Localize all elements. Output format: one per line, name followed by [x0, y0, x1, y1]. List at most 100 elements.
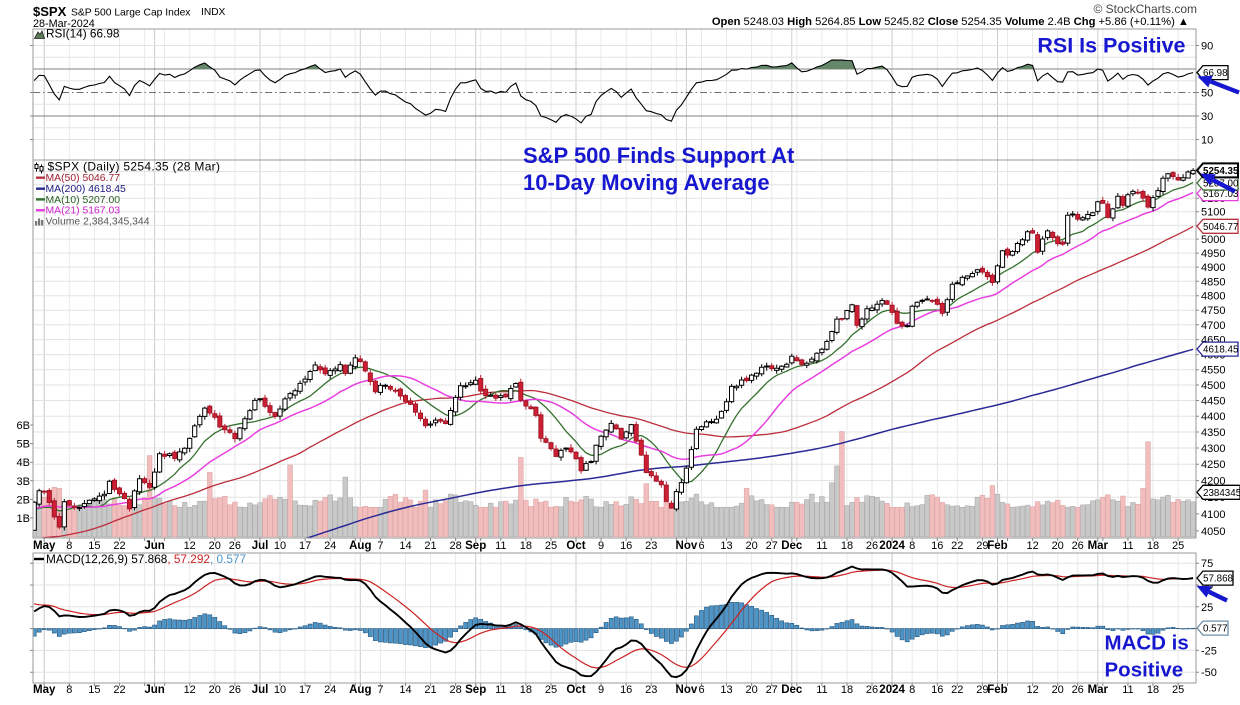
svg-text:Jun: Jun [144, 540, 164, 552]
svg-text:12: 12 [1026, 540, 1038, 552]
svg-text:5000: 5000 [1201, 234, 1225, 246]
svg-text:57.868: 57.868 [1203, 574, 1234, 585]
svg-text:27: 27 [766, 540, 778, 552]
svg-text:Mar: Mar [1088, 684, 1109, 696]
svg-text:MA(21) 5167.03: MA(21) 5167.03 [46, 206, 121, 217]
svg-text:29: 29 [976, 684, 988, 696]
svg-text:$SPX (Daily) 5254.35 (28 Mar): $SPX (Daily) 5254.35 (28 Mar) [48, 160, 221, 174]
svg-text:24: 24 [324, 540, 336, 552]
svg-text:16: 16 [620, 540, 632, 552]
svg-text:22: 22 [951, 684, 963, 696]
svg-text:22: 22 [951, 540, 963, 552]
svg-text:4700: 4700 [1201, 320, 1225, 332]
svg-text:12: 12 [184, 540, 196, 552]
svg-text:Oct: Oct [566, 540, 585, 552]
svg-text:20: 20 [209, 540, 221, 552]
svg-text:25: 25 [1172, 540, 1184, 552]
svg-text:8: 8 [66, 540, 72, 552]
svg-text:4350: 4350 [1201, 427, 1225, 439]
svg-text:5254.35: 5254.35 [1203, 166, 1239, 177]
svg-text:12: 12 [184, 684, 196, 696]
svg-text:75: 75 [1201, 558, 1213, 570]
svg-text:18: 18 [520, 540, 532, 552]
svg-text:5046.77: 5046.77 [1203, 222, 1238, 233]
svg-text:26: 26 [1072, 540, 1084, 552]
svg-text:0.577: 0.577 [1203, 624, 1228, 635]
svg-text:16: 16 [931, 540, 943, 552]
svg-text:S&P 500 Finds Support At: S&P 500 Finds Support At [523, 143, 795, 168]
svg-text:27: 27 [766, 684, 778, 696]
svg-text:24: 24 [324, 684, 336, 696]
svg-text:2024: 2024 [879, 684, 905, 696]
svg-text:90: 90 [1201, 41, 1213, 53]
svg-text:10: 10 [1201, 135, 1213, 147]
svg-text:4B: 4B [17, 457, 30, 469]
svg-text:Aug: Aug [349, 540, 371, 552]
svg-text:9: 9 [598, 684, 604, 696]
svg-text:13: 13 [720, 684, 732, 696]
svg-text:20: 20 [745, 540, 757, 552]
svg-text:MA(50) 5046.77: MA(50) 5046.77 [46, 173, 121, 184]
svg-text:4750: 4750 [1201, 305, 1225, 317]
svg-text:16: 16 [620, 684, 632, 696]
svg-text:Volume 2,384,345,344: Volume 2,384,345,344 [46, 217, 150, 228]
svg-text:18: 18 [841, 684, 853, 696]
svg-text:18: 18 [520, 684, 532, 696]
svg-text:5B: 5B [17, 439, 30, 451]
svg-text:MACD is: MACD is [1105, 632, 1189, 655]
svg-text:6B: 6B [17, 420, 30, 432]
svg-text:Mar: Mar [1088, 540, 1109, 552]
svg-text:11: 11 [816, 684, 827, 696]
svg-text:25: 25 [1172, 684, 1184, 696]
svg-text:15: 15 [88, 684, 100, 696]
svg-text:30: 30 [1201, 111, 1213, 123]
svg-text:14: 14 [399, 540, 411, 552]
svg-text:Feb: Feb [987, 540, 1007, 552]
svg-text:2B: 2B [17, 494, 30, 506]
svg-text:21: 21 [424, 540, 436, 552]
svg-text:28: 28 [449, 540, 461, 552]
svg-text:28: 28 [449, 684, 461, 696]
svg-text:11: 11 [1122, 540, 1133, 552]
svg-text:2024: 2024 [879, 540, 905, 552]
svg-text:4100: 4100 [1201, 509, 1225, 521]
svg-text:11: 11 [816, 540, 827, 552]
svg-text:-50: -50 [1201, 667, 1217, 679]
svg-text:Dec: Dec [781, 684, 803, 696]
svg-text:Feb: Feb [987, 684, 1007, 696]
svg-text:Nov: Nov [676, 540, 698, 552]
svg-text:11: 11 [495, 540, 506, 552]
svg-text:22: 22 [113, 540, 125, 552]
svg-text:20: 20 [1052, 540, 1064, 552]
svg-text:7: 7 [377, 540, 383, 552]
svg-text:20: 20 [1052, 684, 1064, 696]
svg-text:INDX: INDX [201, 7, 226, 18]
svg-text:Open 5248.03 High 5264.85 Low: Open 5248.03 High 5264.85 Low 5245.82 Cl… [712, 16, 1189, 28]
svg-text:66.98: 66.98 [1203, 68, 1228, 79]
svg-text:© StockCharts.com: © StockCharts.com [1093, 2, 1197, 16]
svg-text:13: 13 [720, 540, 732, 552]
svg-text:26: 26 [1072, 684, 1084, 696]
svg-text:May: May [33, 540, 56, 552]
svg-text:17: 17 [299, 540, 311, 552]
svg-text:Jul: Jul [252, 684, 269, 696]
svg-text:10: 10 [274, 540, 286, 552]
svg-text:1B: 1B [17, 513, 30, 525]
svg-text:8: 8 [66, 684, 72, 696]
svg-text:Positive: Positive [1105, 659, 1184, 682]
svg-text:MA(200) 4618.45: MA(200) 4618.45 [46, 184, 127, 195]
svg-text:MACD(12,26,9) 57.868, 57.292,: MACD(12,26,9) 57.868, 57.292, 0.577 [46, 552, 246, 566]
svg-text:4550: 4550 [1201, 365, 1225, 377]
svg-text:18: 18 [841, 540, 853, 552]
svg-text:20: 20 [209, 684, 221, 696]
svg-text:11: 11 [495, 684, 506, 696]
svg-text:10-Day Moving Average: 10-Day Moving Average [523, 170, 770, 195]
svg-text:26: 26 [229, 540, 241, 552]
svg-text:10: 10 [274, 684, 286, 696]
svg-text:Jun: Jun [144, 684, 164, 696]
svg-text:MA(10) 5207.00: MA(10) 5207.00 [46, 195, 121, 206]
svg-text:4950: 4950 [1201, 248, 1225, 260]
svg-text:4900: 4900 [1201, 262, 1225, 274]
svg-text:23: 23 [645, 684, 657, 696]
svg-text:4800: 4800 [1201, 291, 1225, 303]
